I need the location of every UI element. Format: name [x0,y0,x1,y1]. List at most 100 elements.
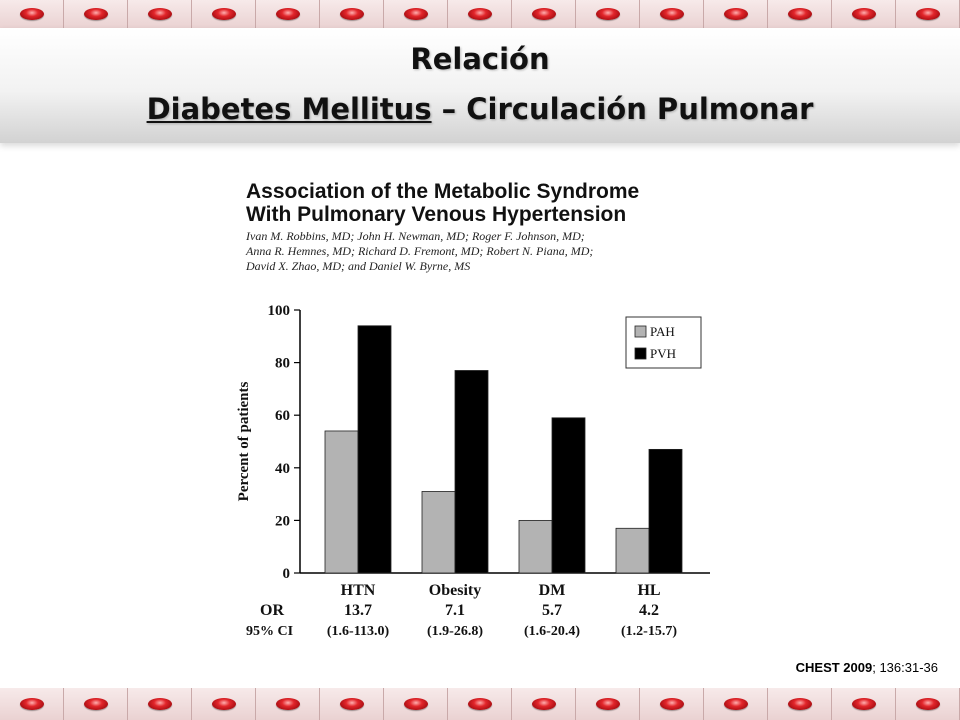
red-blood-cell-icon [83,698,108,710]
red-blood-cell-icon [531,8,556,20]
border-cell [896,0,960,28]
x-category-label: HL [637,582,660,599]
stat-value: (1.6-113.0) [327,624,390,639]
legend-swatch-pvh [634,347,647,360]
paper-title-line1: Association of the Metabolic Syndrome [246,180,640,203]
border-cell [384,688,448,720]
border-cell [256,688,320,720]
slide-title-underlined: Diabetes Mellitus [146,92,432,126]
bar-pah [421,491,456,574]
red-blood-cell-icon [147,8,172,20]
y-tick-label: 0 [283,566,291,582]
citation-journal: CHEST 2009 [795,660,873,675]
red-blood-cell-icon [147,698,172,710]
red-blood-cell-icon [339,8,364,20]
red-blood-cell-icon [723,8,748,20]
bar-pvh [454,370,489,574]
border-cell [0,688,64,720]
paper-title-line2: With Pulmonary Venous Hypertension [246,203,627,226]
red-blood-cell-icon [467,8,492,20]
stat-value: (1.6-20.4) [524,624,580,639]
y-tick-label: 20 [275,513,290,529]
author-line-1: Ivan M. Robbins, MD; John H. Newman, MD;… [246,229,585,243]
border-cell [384,0,448,28]
red-blood-cell-icon [723,698,748,710]
author-line-3: David X. Zhao, MD; and Daniel W. Byrne, … [246,259,471,273]
citation: CHEST 2009; 136:31-36 [796,660,938,675]
red-blood-cell-icon [19,8,44,20]
y-tick-label: 100 [268,303,291,319]
red-blood-cell-icon [275,698,300,710]
red-blood-cell-icon [595,698,620,710]
border-cell [832,688,896,720]
red-blood-cell-icon [659,8,684,20]
stat-value: 7.1 [445,602,465,619]
paper-title: Association of the Metabolic Syndrome Wi… [246,180,746,226]
legend-label: PVH [650,346,676,361]
border-cell [448,688,512,720]
border-cell [64,688,128,720]
stat-value: 5.7 [542,602,562,619]
bar-pah [615,527,650,574]
border-cell [320,688,384,720]
border-cell [320,0,384,28]
y-tick-label: 60 [275,408,290,424]
x-category-label: HTN [341,582,376,599]
red-blood-cell-icon [659,698,684,710]
border-cell [896,688,960,720]
red-blood-cell-icon [211,698,236,710]
red-blood-cell-icon [403,698,428,710]
red-blood-cell-icon [915,8,940,20]
legend-box [625,316,702,369]
red-blood-cell-icon [275,8,300,20]
border-cell [832,0,896,28]
paper-header: Association of the Metabolic Syndrome Wi… [246,180,746,274]
red-blood-cell-icon [851,8,876,20]
border-cell [192,688,256,720]
red-blood-cell-icon [467,698,492,710]
border-cell [768,688,832,720]
x-category-label: DM [539,582,566,599]
author-line-2: Anna R. Hemnes, MD; Richard D. Fremont, … [246,244,594,258]
bar-pah [518,519,553,574]
stat-value: (1.9-26.8) [427,624,483,639]
red-blood-cell-icon [915,698,940,710]
red-blood-cell-icon [787,698,812,710]
border-cell [192,0,256,28]
border-cell [704,688,768,720]
border-cell [512,0,576,28]
border-cell [704,0,768,28]
border-cell [256,0,320,28]
red-blood-cell-icon [83,8,108,20]
bar-pvh [551,417,586,574]
bottom-decorative-border [0,688,960,720]
border-cell [640,688,704,720]
slide-title-line2: Diabetes Mellitus – Circulación Pulmonar [0,92,960,126]
stat-value: (1.2-15.7) [621,624,677,639]
border-cell [576,0,640,28]
stat-value: 4.2 [639,602,659,619]
slide-title-rest: – Circulación Pulmonar [431,92,814,126]
red-blood-cell-icon [851,698,876,710]
border-cell [128,0,192,28]
stat-row-label: OR [260,602,284,619]
paper-authors: Ivan M. Robbins, MD; John H. Newman, MD;… [246,229,746,274]
y-tick-label: 40 [275,461,290,477]
red-blood-cell-icon [19,698,44,710]
x-category-label: Obesity [429,582,481,599]
y-tick-label: 80 [275,356,290,372]
bar-chart: 0 20 40 60 80 100 Percent of patients HTN 13.7 (1… [236,303,710,639]
border-cell [512,688,576,720]
red-blood-cell-icon [211,8,236,20]
border-cell [64,0,128,28]
bar-pvh [357,325,392,574]
stat-value: 13.7 [344,602,372,619]
title-band [0,28,960,143]
red-blood-cell-icon [595,8,620,20]
border-cell [576,688,640,720]
border-cell [448,0,512,28]
bar-pvh [648,448,683,574]
citation-rest: ; 136:31-36 [872,660,938,675]
border-cell [128,688,192,720]
red-blood-cell-icon [787,8,812,20]
